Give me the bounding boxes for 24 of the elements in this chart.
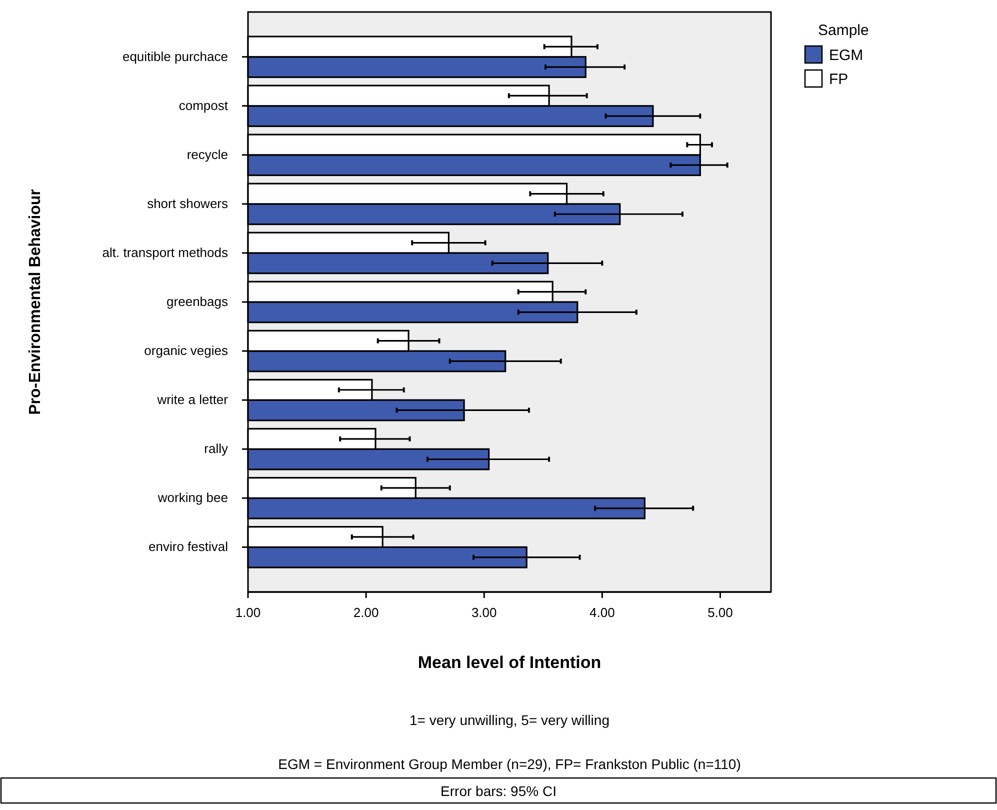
y-axis-title: Pro-Environmental Behaviour [27,189,44,415]
y-tick-label: working bee [156,490,228,506]
y-tick-label: recycle [186,146,228,162]
x-tick-label: 5.00 [708,605,733,620]
y-tick-label: compost [178,98,228,113]
x-tick-label: 4.00 [590,605,615,620]
x-tick-label: 2.00 [353,605,379,620]
y-tick-label: short showers [147,196,228,211]
x-tick-label: 3.00 [471,605,497,620]
y-tick-label: rally [204,441,228,456]
text: Error bars: 95% CI [440,783,556,799]
legend-label: FP [829,71,848,88]
y-tick-label: organic vegies [144,343,228,358]
y-tick-label: write a letter [156,392,229,408]
x-tick-label: 1.00 [235,605,261,620]
text: EGM = Environment Group Member (n=29), FP= Frankston Public (n=110) [278,756,741,772]
y-tick-label: greenbags [166,294,228,309]
y-tick-label: equitible purchace [122,48,228,64]
y-tick-label: alt. transport methods [102,244,228,260]
legend-label: EGM [829,47,864,64]
x-axis-title: Mean level of Intention [418,653,602,672]
text: 1= very unwilling, 5= very willing [410,712,610,728]
legend-title: Sample [818,22,869,39]
y-tick-label: enviro festival [148,539,228,554]
